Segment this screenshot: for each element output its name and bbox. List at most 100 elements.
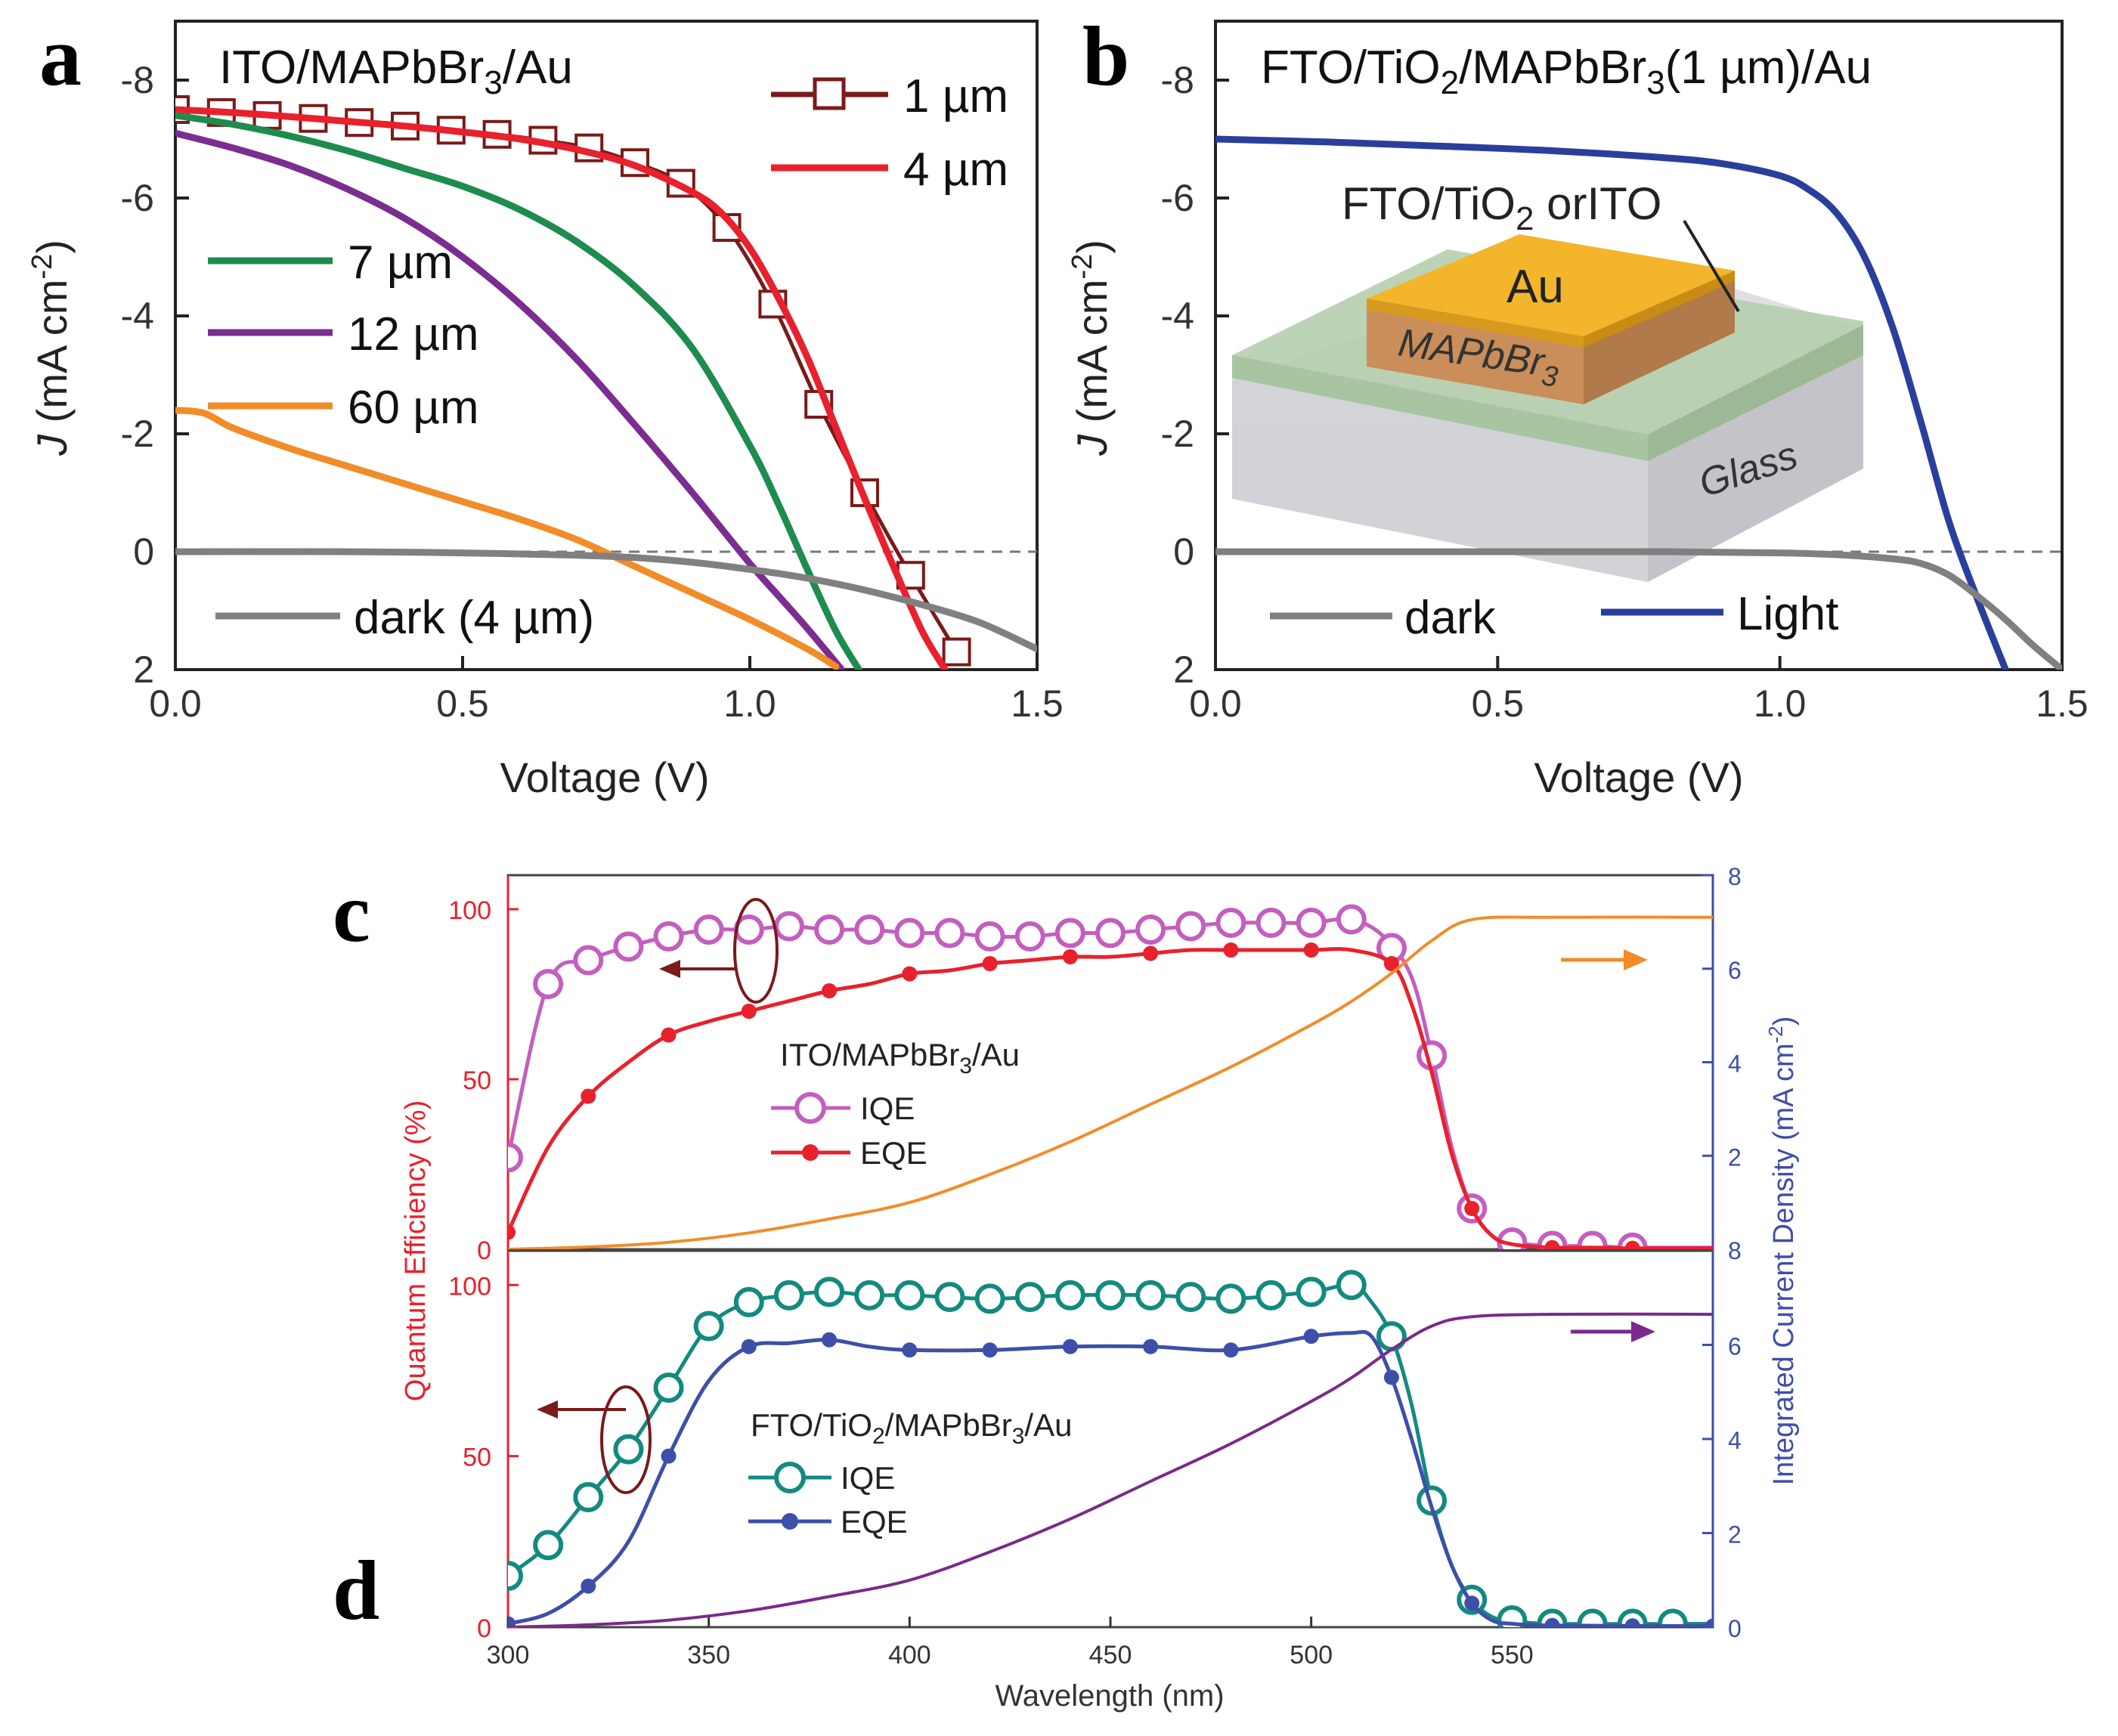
data-point-open-circle	[1135, 1280, 1166, 1311]
panel-label-a: a	[39, 10, 82, 104]
data-point-filled-circle	[1062, 949, 1078, 964]
data-point-open-circle	[1054, 1280, 1085, 1311]
panel-d-right-arrow-head	[1631, 1321, 1655, 1342]
series-line-integrated-current	[508, 915, 1713, 1249]
y-tick-label: -6	[121, 177, 154, 219]
data-point-open-circle	[1095, 1280, 1126, 1311]
legend-d-iqe: IQE	[841, 1460, 895, 1496]
data-point-filled-circle	[1143, 945, 1159, 961]
left-y-tick-label: 0	[477, 1236, 491, 1265]
data-point-filled-circle	[508, 1616, 516, 1627]
panel-c: 0 50 100 8 2 4 6 8 c ITO/MAPbBr3/Au IQE EQE	[333, 863, 1742, 1265]
inset-au-label: Au	[1506, 261, 1564, 313]
panel-b: 0.0 0.5 1.0 1.5 -8 -6 -4 -2 0 2 Au MAPbBr3 Glass …	[1067, 10, 2089, 801]
x-tick-label: 1.5	[2036, 682, 2089, 725]
panel-a-ylabel: J (mA cm-2)	[26, 240, 76, 456]
data-point-filled-circle	[1464, 1595, 1480, 1611]
data-point-filled-circle	[1624, 1618, 1640, 1627]
data-point-open-circle	[1014, 1282, 1045, 1313]
panel-d-xlabel: Wavelength (nm)	[995, 1679, 1224, 1713]
perovskite-front	[1367, 306, 1584, 404]
panel-label-d: d	[333, 1544, 379, 1638]
panel-b-ticks: 0.0 0.5 1.0 1.5 -8 -6 -4 -2 0 2	[1161, 59, 2089, 725]
data-point-open-circle	[773, 1280, 804, 1311]
data-point-open-circle	[1014, 921, 1045, 952]
data-point-open-circle	[934, 1282, 965, 1313]
data-point-open-circle	[508, 1561, 523, 1592]
legend-d-iqe-marker	[774, 1462, 806, 1493]
data-point-open-circle	[974, 921, 1005, 952]
au-top	[1367, 234, 1735, 336]
panel-a-frame	[174, 20, 1039, 671]
data-point-open-circle	[1095, 918, 1126, 948]
legend-7um: 7 µm	[348, 237, 453, 289]
data-point-filled-circle	[1223, 942, 1239, 958]
data-point-open-circle	[1215, 1283, 1246, 1314]
series-line-iqe	[508, 1283, 1713, 1626]
right-y-tick-label: 2	[1728, 1521, 1742, 1549]
panel-a-legend: 1 µm 4 µm 7 µm 12 µm 60 µm dark (4 µm)	[208, 70, 1008, 644]
data-point-filled-circle	[902, 1342, 918, 1358]
right-y-tick-label: 2	[1728, 1143, 1742, 1171]
data-point-filled-circle	[1062, 1338, 1078, 1354]
y-tick-label: -2	[121, 413, 154, 455]
data-point-open-circle	[573, 945, 604, 976]
au-front	[1367, 299, 1584, 348]
panel-b-legend: dark Light	[1270, 588, 1838, 644]
panel-a-series	[175, 95, 1037, 670]
x-tick-label: 0.5	[436, 682, 489, 725]
right-y-tick-label: 6	[1728, 957, 1742, 984]
data-point-open-circle	[1215, 908, 1246, 938]
x-tick-label: 350	[687, 1641, 730, 1669]
data-point-filled-circle	[1544, 1239, 1560, 1249]
data-point-filled-circle	[982, 956, 998, 971]
series-line-12-m	[175, 129, 846, 670]
data-point-open-circle	[1336, 1270, 1367, 1301]
electrode-side-face	[1648, 325, 1863, 461]
data-point-filled-circle	[508, 1224, 516, 1240]
data-point-filled-circle	[661, 1448, 677, 1464]
x-tick-label: 0.5	[1472, 682, 1525, 725]
data-point-filled-circle	[1705, 1618, 1713, 1627]
x-tick-label: 450	[1089, 1641, 1132, 1669]
y-tick-label: -8	[121, 59, 154, 101]
glass-front-face	[1232, 378, 1648, 582]
legend-d-eqe: EQE	[841, 1504, 908, 1540]
data-point-filled-circle	[661, 1027, 677, 1043]
data-point-open-circle	[613, 1434, 644, 1465]
data-point-open-circle	[894, 1280, 925, 1311]
x-tick-label: 1.5	[1011, 682, 1064, 725]
data-point-filled-circle	[822, 983, 838, 998]
legend-60um: 60 µm	[348, 382, 479, 434]
data-point-open-circle	[974, 1283, 1005, 1314]
legend-b-light: Light	[1737, 588, 1838, 640]
inset-pointer-line	[1683, 219, 1740, 313]
data-point-open-circle	[653, 921, 684, 952]
data-point-filled-circle	[1464, 1201, 1480, 1216]
legend-c-iqe: IQE	[860, 1091, 915, 1126]
panel-d: 0 50 100 0 2 4 6 300 350 400 450 500 550 d FTO/TiO2/…	[333, 1249, 1742, 1713]
x-tick-label: 550	[1491, 1641, 1534, 1669]
panel-a-title: ITO/MAPbBr3/Au	[219, 42, 573, 101]
panel-b-frame	[1214, 20, 2064, 671]
cd-right-ylabel: Integrated Current Density (mA cm-2)	[1764, 1017, 1800, 1486]
electrode-front-face	[1232, 355, 1648, 461]
left-y-tick-label: 50	[463, 1066, 491, 1095]
data-point-square	[942, 637, 971, 667]
data-point-open-circle	[1657, 1608, 1688, 1627]
series-line-integrated-current	[508, 1312, 1713, 1627]
data-point-filled-circle	[1383, 1369, 1399, 1385]
left-y-tick-label: 100	[448, 1272, 491, 1301]
x-tick-label: 0.0	[149, 682, 202, 725]
legend-12um: 12 µm	[348, 308, 479, 361]
panel-b-ylabel: J (mA cm-2)	[1067, 240, 1116, 456]
data-point-open-circle	[1175, 1282, 1206, 1313]
data-point-open-circle	[1256, 908, 1287, 938]
series-line-7-m	[175, 112, 862, 670]
data-point-filled-circle	[1303, 1329, 1319, 1345]
y-tick-label: 0	[1173, 531, 1194, 573]
perovskite-side	[1584, 278, 1735, 404]
right-y-tick-label: 4	[1728, 1051, 1742, 1078]
panel-d-series	[508, 1270, 1713, 1627]
